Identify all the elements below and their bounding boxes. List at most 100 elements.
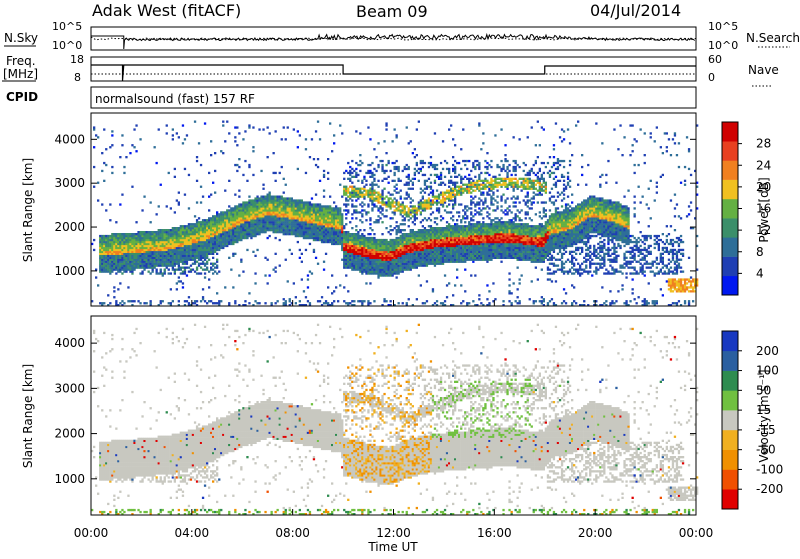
power-cell — [422, 203, 424, 205]
power-cell — [184, 267, 186, 269]
power-cell — [148, 239, 150, 241]
power-cell — [402, 263, 404, 265]
power-cell — [305, 215, 307, 217]
power-cell — [414, 156, 416, 158]
power-cell — [162, 257, 164, 259]
power-cell — [470, 178, 472, 180]
power-cell — [331, 231, 333, 233]
power-cell — [347, 211, 349, 213]
power-cell — [172, 263, 174, 265]
power-cell — [248, 233, 250, 235]
power-cell — [466, 239, 468, 241]
power-cell — [99, 269, 101, 271]
power-cell — [331, 150, 333, 152]
power-cell — [281, 138, 283, 140]
power-cell — [442, 247, 444, 249]
power-cell — [315, 209, 317, 211]
power-cell — [470, 233, 472, 235]
power-cell — [248, 223, 250, 225]
power-cell — [345, 249, 347, 251]
power-cell — [412, 249, 414, 251]
power-cell — [428, 199, 430, 201]
power-cell — [442, 203, 444, 205]
power-cell — [148, 247, 150, 249]
power-cell — [291, 229, 293, 231]
power-cell — [158, 255, 160, 257]
power-cell — [410, 245, 412, 247]
power-cell — [428, 261, 430, 263]
power-cell — [406, 184, 408, 186]
power-cell — [373, 203, 375, 205]
power-cell — [297, 241, 299, 243]
power-cell — [359, 160, 361, 162]
power-cell — [319, 138, 321, 140]
power-cell — [226, 231, 228, 233]
power-cell — [309, 237, 311, 239]
power-cell — [383, 271, 385, 273]
power-cell — [313, 233, 315, 235]
power-cell — [367, 190, 369, 192]
power-cell — [289, 249, 291, 251]
power-cell — [398, 203, 400, 205]
power-cell — [299, 215, 301, 217]
power-cell — [117, 271, 119, 273]
power-cell — [297, 201, 299, 203]
power-cell — [468, 192, 470, 194]
power-cell — [277, 201, 279, 203]
power-cell — [434, 231, 436, 233]
power-cell — [347, 162, 349, 164]
power-cell — [289, 298, 291, 300]
power-cell — [424, 192, 426, 194]
power-cell — [420, 170, 422, 172]
power-cell — [236, 231, 238, 233]
power-cell — [357, 188, 359, 190]
power-cell — [202, 231, 204, 233]
power-cell — [277, 203, 279, 205]
power-cell — [186, 255, 188, 257]
power-cell — [248, 203, 250, 205]
power-cell — [307, 223, 309, 225]
power-cell — [230, 241, 232, 243]
power-cell — [214, 241, 216, 243]
power-cell — [119, 257, 121, 259]
power-cell — [194, 121, 196, 123]
power-cell — [135, 124, 137, 126]
power-cell — [200, 229, 202, 231]
power-cell — [339, 225, 341, 227]
power-cell — [238, 190, 240, 192]
power-cell — [287, 199, 289, 201]
power-cell — [428, 255, 430, 257]
power-cell — [410, 247, 412, 249]
power-cell — [317, 263, 319, 265]
power-cell — [460, 231, 462, 233]
power-cell — [293, 209, 295, 211]
power-cell — [440, 219, 442, 221]
power-cell — [202, 269, 204, 271]
power-cell — [246, 209, 248, 211]
power-cell — [426, 203, 428, 205]
power-cell — [357, 300, 359, 302]
power-cell — [452, 257, 454, 259]
power-cell — [317, 207, 319, 209]
power-cell — [133, 239, 135, 241]
power-cell — [363, 249, 365, 251]
power-cell — [367, 196, 369, 198]
power-cell — [460, 188, 462, 190]
power-cell — [119, 237, 121, 239]
power-cell — [240, 217, 242, 219]
power-cell — [404, 263, 406, 265]
power-cell — [220, 221, 222, 223]
power-cell — [117, 247, 119, 249]
power-cell — [240, 203, 242, 205]
power-cell — [111, 255, 113, 257]
power-cell — [204, 255, 206, 257]
power-cell — [448, 249, 450, 251]
power-cell — [279, 239, 281, 241]
power-cell — [273, 225, 275, 227]
power-cell — [133, 257, 135, 259]
power-cell — [176, 247, 178, 249]
power-cell — [214, 245, 216, 247]
power-cell — [392, 199, 394, 201]
power-cell — [422, 196, 424, 198]
power-cell — [206, 231, 208, 233]
